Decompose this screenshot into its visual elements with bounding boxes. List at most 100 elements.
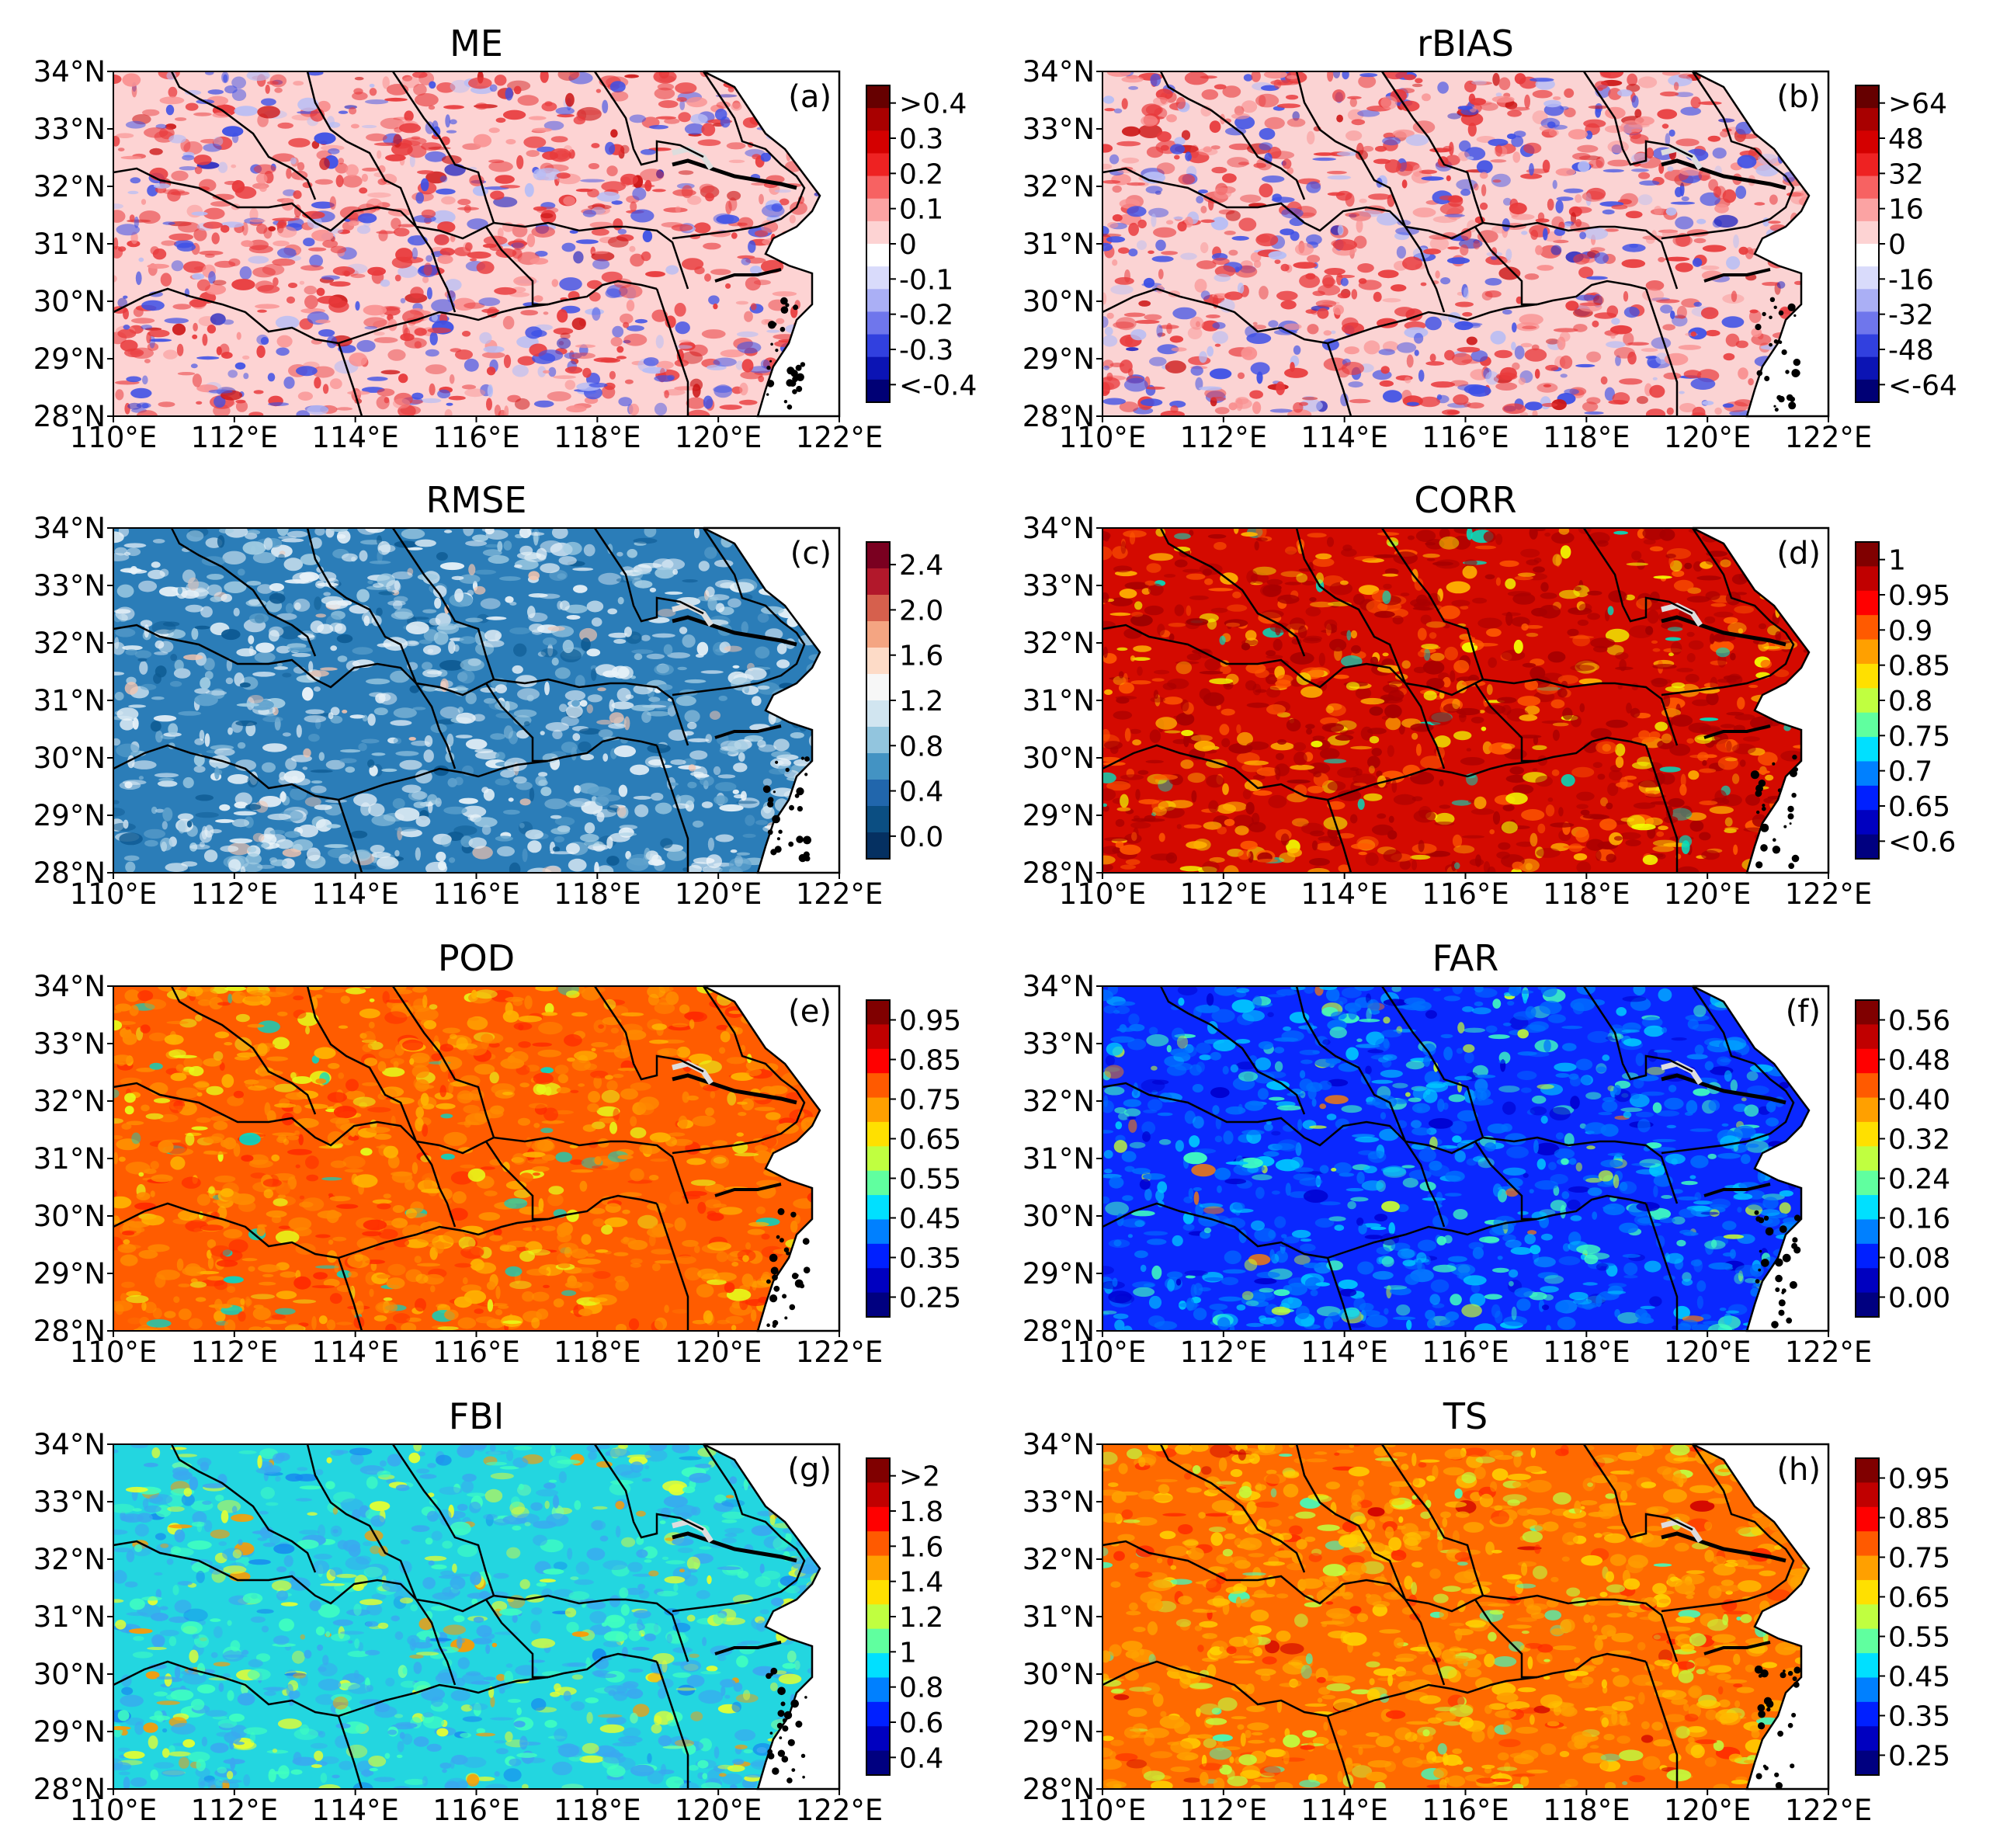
island [1783,825,1787,828]
island [802,1775,805,1779]
island [1774,1772,1780,1777]
sea-area [1692,526,1830,874]
x-tick-label: 118°E [554,421,641,454]
colorbar-tick-label: 0.85 [1888,651,1950,683]
island [772,815,780,824]
y-tick-label: 33°N [1023,113,1095,146]
province-border [170,527,317,657]
island [783,1711,793,1720]
province-border [113,1660,339,1718]
island [1769,342,1773,347]
colorbar-segment [1856,1579,1879,1605]
colorbar-segment [1856,244,1879,267]
island [1779,1225,1787,1233]
y-tick-label: 31°N [33,684,106,717]
province-border [1474,1141,1537,1221]
province-border [306,71,418,228]
island [1791,854,1800,863]
province-border [593,1443,704,1539]
island [783,400,788,404]
colorbar-tick-label: 0.2 [899,158,943,190]
y-tick-label: 33°N [33,1027,106,1061]
colorbar-tick-label: 0.85 [899,1045,961,1077]
colorbar-tick-label: 1 [899,1637,917,1669]
x-tick-label: 110°E [70,1794,158,1827]
island [782,1725,789,1732]
province-border [391,527,495,680]
colorbar: >21.81.6 1.41.21 0.80.60.4 [866,1457,943,1776]
island [780,326,786,332]
island [1754,1210,1759,1215]
province-border [610,682,689,746]
colorbar-segment [1856,688,1879,714]
y-tick-label: 31°N [1023,1142,1095,1176]
island [1774,408,1779,412]
island [769,1732,773,1735]
island [1758,1722,1766,1730]
island [1773,405,1776,408]
colorbar-tick-label: 0.56 [1888,1006,1950,1037]
province-border [1326,342,1352,417]
colorbar-segment [866,1170,890,1196]
y-tick-label: 34°N [1023,1428,1095,1461]
river-estuary [672,1073,797,1105]
province-border [337,1715,363,1790]
island [767,801,774,808]
province-border [1295,71,1407,228]
island [1787,805,1794,813]
province-border [113,167,611,240]
colorbar-segment [866,753,890,780]
island [1771,1321,1779,1329]
province-border [1380,1443,1484,1596]
panel-title: RMSE [426,479,527,521]
y-tick-label: 30°N [33,742,106,775]
island [780,306,789,314]
x-tick-label: 122°E [796,1794,884,1827]
island [1782,1253,1791,1263]
island [784,1316,788,1320]
island [773,790,776,794]
colorbar-segment [1856,639,1879,665]
map-area: (f) [1102,985,1830,1332]
colorbar-segment [1856,379,1879,403]
colorbar-tick-label: 0.55 [1888,1622,1950,1654]
province-border [1327,1218,1538,1259]
x-tick-label: 116°E [432,1336,520,1369]
island [1762,311,1766,317]
x-tick-label: 120°E [675,1794,762,1827]
colorbar-segment [866,1458,890,1483]
colorbar-tick-label: >2 [899,1461,940,1493]
province-border [113,1082,611,1155]
province-border [113,1202,339,1259]
province-border [1102,744,1328,801]
colorbar-segment [866,1073,890,1099]
colorbar-tick-label: 0.6 [899,1707,943,1739]
province-border [547,736,658,762]
bay-outline [714,724,782,739]
colorbar-segment [1856,311,1879,335]
colorbar-tick-label: >0.4 [899,89,967,120]
island [1793,314,1797,318]
province-border [1326,799,1352,874]
colorbar-tick-label: <-64 [1888,370,1957,401]
x-tick-label: 122°E [796,421,884,454]
island [768,321,776,329]
island [795,364,802,371]
colorbar-segment [866,108,890,131]
island [1775,1287,1780,1292]
colorbar-segment [866,727,890,754]
colorbar: >0.40.30.2 0.10-0.1 -0.2-0.3 <-0.4 [866,85,977,403]
colorbar-tick-label: 0.0 [899,822,943,853]
province-border [338,303,549,345]
x-tick-label: 110°E [1059,1336,1147,1369]
island [802,1238,810,1245]
y-tick-label: 28°N [1023,856,1095,890]
panel-b: rBIAS (b) 34°N 33°N 32°N 31°N 30°N 29°N 28°N110°… [1023,23,1957,454]
x-tick-label: 118°E [1543,421,1630,454]
colorbar-segment [1856,1170,1879,1196]
island [792,389,797,394]
y-tick-label: 32°N [33,1085,106,1118]
x-tick-label: 114°E [311,877,399,911]
